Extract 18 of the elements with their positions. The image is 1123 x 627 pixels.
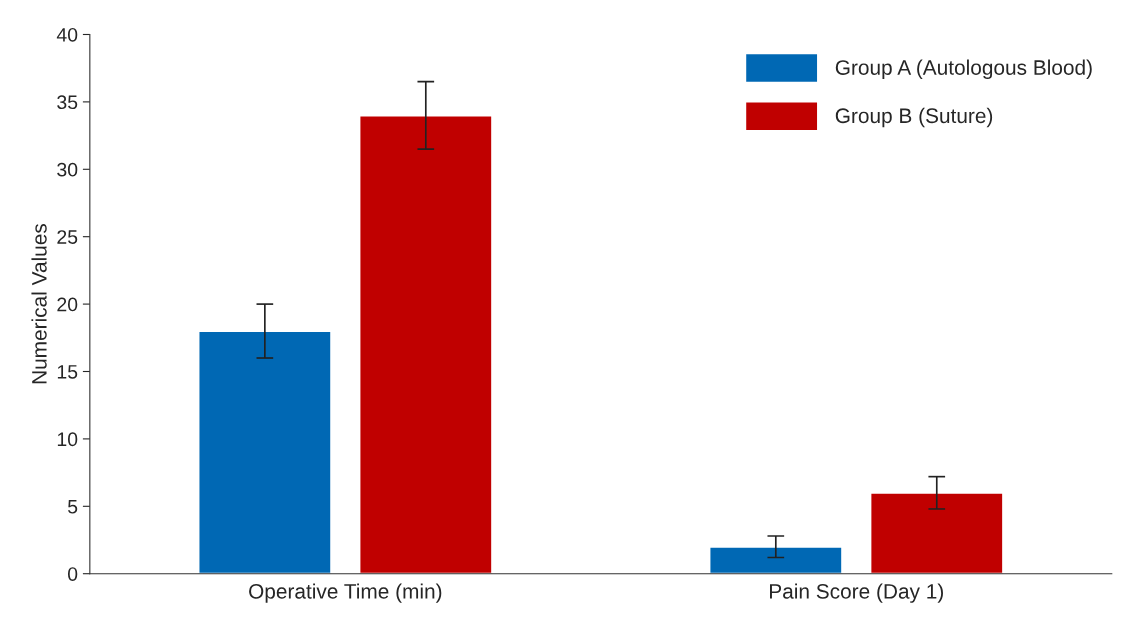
bar [708,545,844,574]
x-tick-label: Pain Score (Day 1) [770,583,943,603]
bar [358,114,494,574]
y-tick-label: 35 [57,95,78,110]
y-tick-label: 25 [57,230,78,244]
y-tick-label: 10 [57,432,78,447]
bar [197,330,333,574]
y-tick-label: 5 [68,499,78,514]
y-tick-label: 0 [67,567,78,581]
y-axis-title: Numerical Values [31,223,47,384]
y-tick-label: 20 [57,297,78,312]
legend-label: Group A (Autologous Blood) [835,59,1092,80]
x-tick-label: Operative Time (min) [249,583,442,603]
y-tick-label: 15 [57,365,78,379]
legend-label: Group B (Suture) [835,107,993,128]
y-tick-label: 30 [57,162,78,177]
bar [869,491,1005,574]
y-tick-label: 40 [56,27,78,42]
